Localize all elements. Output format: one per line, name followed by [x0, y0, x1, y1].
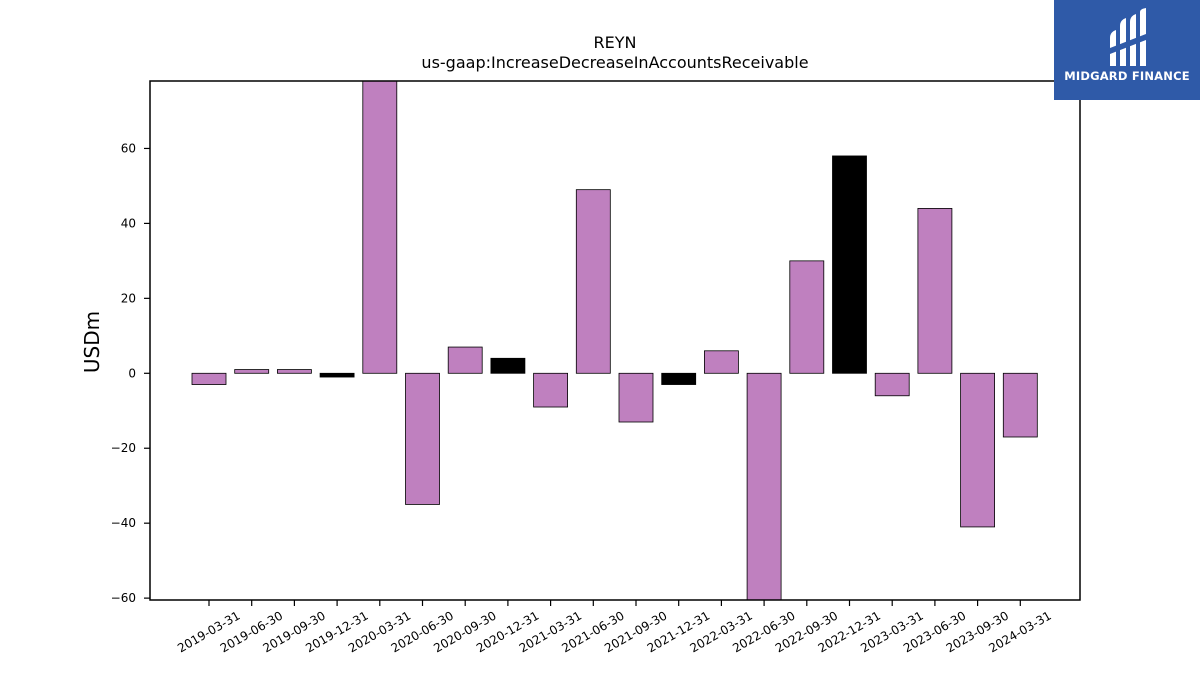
- logo-mark-icon: [1110, 8, 1146, 66]
- bar-2022-06-30: [746, 372, 782, 600]
- bar-2021-03-31: [533, 372, 568, 408]
- bar-2023-03-31: [874, 372, 910, 397]
- bar-2020-03-31: [362, 81, 398, 374]
- bar-2020-09-30: [447, 346, 483, 374]
- bar-2020-06-30: [405, 372, 440, 505]
- bar-2021-12-31: [661, 372, 697, 385]
- y-tick-label: 20: [121, 291, 136, 305]
- bar-2021-06-30: [575, 189, 611, 374]
- bar-2022-09-30: [789, 260, 825, 374]
- y-tick-label: 0: [128, 366, 136, 380]
- bar-2021-09-30: [618, 372, 654, 423]
- y-tick-label: −20: [111, 441, 136, 455]
- bar-2020-12-31: [490, 357, 526, 374]
- bar-2022-03-31: [704, 350, 739, 374]
- y-tick-label: 40: [121, 216, 136, 230]
- bar-2019-03-31: [191, 372, 227, 385]
- bar-2019-06-30: [234, 369, 270, 374]
- bar-2024-03-31: [1002, 372, 1038, 438]
- plot-frame: [149, 80, 1081, 601]
- bar-2023-06-30: [917, 208, 953, 374]
- bar-2019-09-30: [276, 369, 312, 374]
- chart-subtitle: us-gaap:IncreaseDecreaseInAccountsReceiv…: [421, 53, 808, 72]
- y-tick-label: 60: [121, 141, 136, 155]
- bar-2022-12-31: [832, 155, 867, 374]
- bar-2023-09-30: [960, 372, 995, 528]
- logo-text: MIDGARD FINANCE: [1064, 69, 1190, 83]
- y-axis-label: USDm: [80, 311, 104, 373]
- chart-title: REYN: [594, 33, 637, 52]
- bar-2019-12-31: [319, 372, 355, 378]
- y-tick-label: −60: [111, 591, 136, 605]
- y-tick-label: −40: [111, 516, 136, 530]
- midgard-finance-logo: MIDGARD FINANCE: [1054, 0, 1200, 100]
